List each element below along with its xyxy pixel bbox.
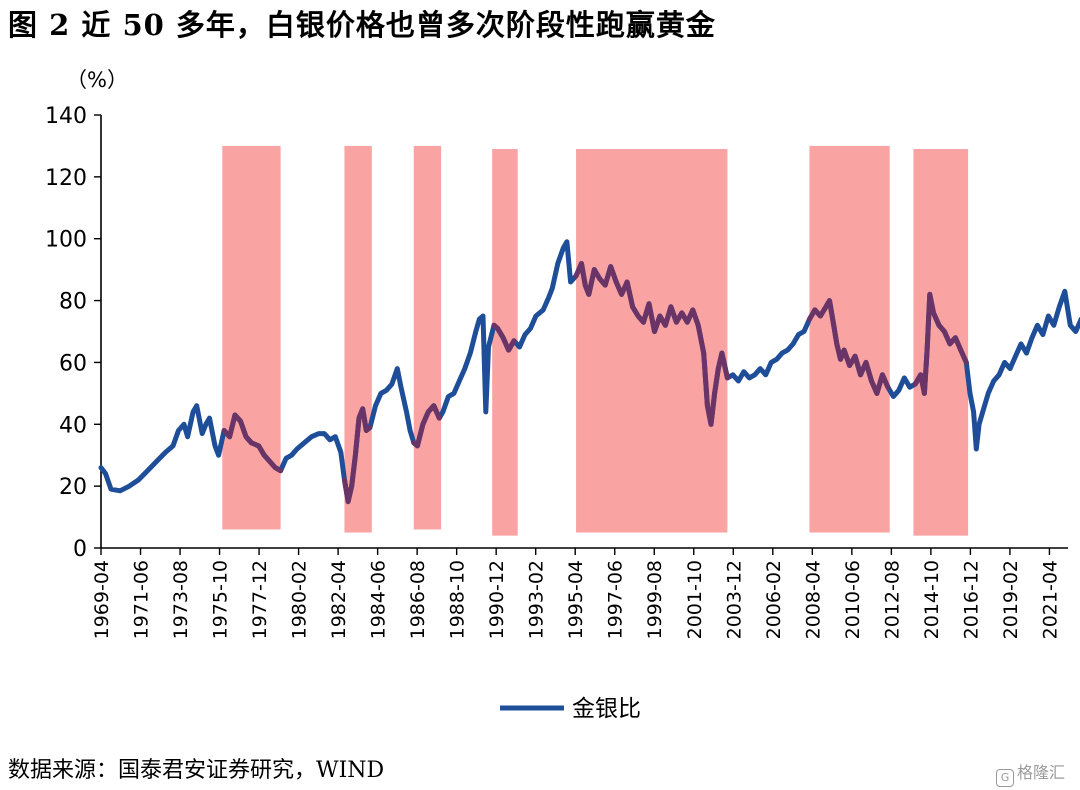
y-tick-label: 120 xyxy=(45,166,87,191)
logo-icon: G xyxy=(996,769,1014,787)
series-segment-in-shade-7 xyxy=(912,291,969,396)
source-note: 数据来源：国泰君安证券研究，WIND xyxy=(8,758,385,783)
x-tick-label: 1969-04 xyxy=(91,560,113,639)
y-tick-label: 140 xyxy=(45,104,87,129)
x-tick-label: 1999-08 xyxy=(644,560,666,639)
x-tick-label: 1980-02 xyxy=(289,560,311,639)
y-tick-label: 40 xyxy=(59,413,87,438)
series-segment-in-shade-5 xyxy=(573,261,730,427)
x-tick-label: 1993-02 xyxy=(526,560,548,639)
x-tick-label: 2014-10 xyxy=(921,560,943,639)
shaded-period-6 xyxy=(809,145,890,533)
series-group xyxy=(98,239,1080,505)
x-tick-label: 1990-12 xyxy=(486,560,508,639)
legend-label: 金银比 xyxy=(572,696,641,722)
x-tick-label: 2001-10 xyxy=(684,560,706,639)
x-tick-label: 1984-06 xyxy=(368,560,390,639)
series-segment-in-shade-3 xyxy=(411,403,442,449)
x-tick-label: 1975-10 xyxy=(210,560,232,639)
y-tick-label: 80 xyxy=(59,290,87,315)
x-tick-label: 2003-12 xyxy=(723,560,745,639)
series-segment-in-shade-2 xyxy=(342,406,373,505)
shaded-period-1 xyxy=(222,145,281,530)
y-tick-label: 100 xyxy=(45,228,87,253)
x-tick-label: 2016-12 xyxy=(960,560,982,639)
legend: 金银比 xyxy=(500,696,641,722)
y-tick-label: 60 xyxy=(59,351,87,376)
x-tick-label: 1997-06 xyxy=(605,560,627,639)
watermark-text: 格隆汇 xyxy=(1017,763,1066,782)
x-tick-label: 1977-12 xyxy=(249,560,271,639)
shaded-period-3 xyxy=(413,145,442,530)
shaded-period-2 xyxy=(344,145,372,533)
watermark: G 格隆汇 xyxy=(996,759,1065,787)
x-tick-label: 1971-06 xyxy=(131,560,153,639)
series-segment-in-shade-1 xyxy=(221,412,284,474)
axes: 0 20 40 60 80 100 120 140 1969-04 1971-06 1973-08 1… xyxy=(45,104,1068,639)
y-unit-label: （%） xyxy=(66,68,128,92)
x-tick-label: 1986-08 xyxy=(407,560,429,639)
series-segment-in-shade-6 xyxy=(807,298,891,396)
series-segment-in-shade-4 xyxy=(491,322,517,353)
shaded-period-5 xyxy=(576,149,728,533)
x-tick-label: 2021-04 xyxy=(1039,560,1061,639)
x-tick-label: 2010-06 xyxy=(842,560,864,639)
shaded-periods xyxy=(222,145,969,536)
x-tick-label: 1995-04 xyxy=(565,560,587,639)
x-tick-label: 1973-08 xyxy=(170,560,192,639)
x-tick-label: 1988-10 xyxy=(447,560,469,639)
x-tick-label: 2012-08 xyxy=(881,560,903,639)
chart-title: 图 2 近 50 多年，白银价格也曾多次阶段性跑赢黄金 xyxy=(8,8,716,42)
x-tick-label: 2019-02 xyxy=(1000,560,1022,639)
x-tick-label: 2006-02 xyxy=(763,560,785,639)
x-tick-label: 2008-04 xyxy=(802,560,824,639)
y-tick-label: 0 xyxy=(73,537,87,562)
x-tick-label: 1982-04 xyxy=(328,560,350,639)
y-tick-label: 20 xyxy=(59,475,87,500)
